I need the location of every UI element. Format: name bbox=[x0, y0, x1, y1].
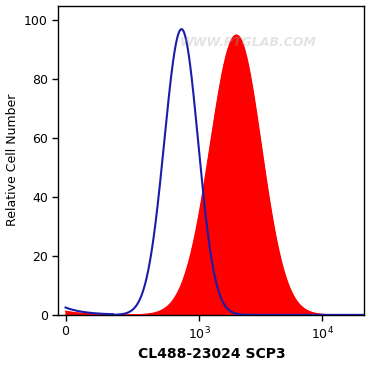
Text: WWW.PTGLAB.COM: WWW.PTGLAB.COM bbox=[180, 36, 317, 49]
Y-axis label: Relative Cell Number: Relative Cell Number bbox=[6, 94, 18, 226]
X-axis label: CL488-23024 SCP3: CL488-23024 SCP3 bbox=[138, 348, 285, 361]
